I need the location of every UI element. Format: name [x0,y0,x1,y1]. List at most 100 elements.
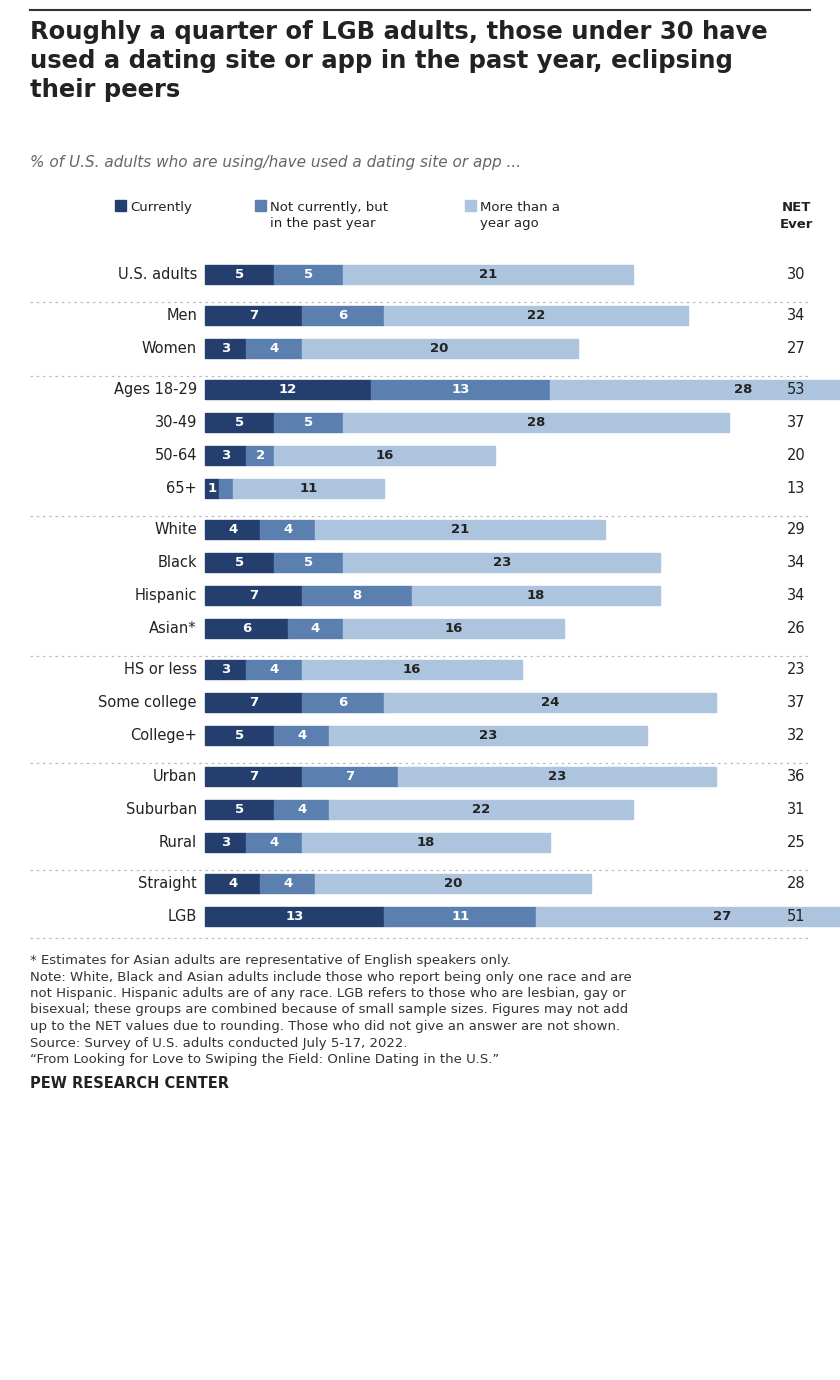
Text: 37: 37 [787,415,806,431]
Text: 20: 20 [430,342,449,355]
Text: 1: 1 [207,482,217,495]
Text: 3: 3 [221,448,230,462]
Bar [205,800,274,818]
Text: 22: 22 [472,803,490,816]
Bar [274,413,343,432]
Bar [385,693,716,712]
Bar [246,834,302,851]
Text: 6: 6 [339,309,348,322]
Text: 4: 4 [297,729,307,742]
Bar [205,413,274,432]
Text: 3: 3 [221,836,230,849]
Text: 16: 16 [444,622,463,635]
Text: More than a
year ago: More than a year ago [480,201,560,230]
Text: College+: College+ [130,729,197,742]
Text: 23: 23 [548,770,566,782]
Text: Hispanic: Hispanic [134,588,197,603]
Text: 18: 18 [527,589,545,602]
Text: HS or less: HS or less [123,662,197,678]
Text: Not currently, but
in the past year: Not currently, but in the past year [270,201,388,230]
Bar [205,265,274,284]
Text: 7: 7 [345,770,354,782]
Text: 16: 16 [403,662,421,676]
Text: 5: 5 [235,415,244,429]
Bar [302,586,412,604]
Text: 11: 11 [451,909,470,923]
Text: * Estimates for Asian adults are representative of English speakers only.: * Estimates for Asian adults are represe… [30,954,511,967]
Text: Currently: Currently [130,201,192,214]
Text: bisexual; these groups are combined because of small sample sizes. Figures may n: bisexual; these groups are combined beca… [30,1003,628,1017]
Bar [302,306,385,326]
Bar [205,767,302,787]
Bar [329,800,633,818]
Text: 34: 34 [787,555,806,570]
Text: Urban: Urban [153,769,197,784]
Text: 32: 32 [787,729,806,742]
Text: 13: 13 [286,909,304,923]
Bar [465,200,476,211]
Text: 21: 21 [451,523,470,535]
Bar [205,553,274,571]
Text: 30: 30 [787,266,806,282]
Text: 5: 5 [235,268,244,282]
Text: LGB: LGB [168,909,197,925]
Text: 65+: 65+ [166,482,197,495]
Bar [302,834,550,851]
Bar [115,200,126,211]
Text: 4: 4 [228,523,237,535]
Text: 13: 13 [787,482,806,495]
Bar [205,620,288,638]
Text: 3: 3 [221,342,230,355]
Text: 34: 34 [787,308,806,323]
Text: 36: 36 [787,769,806,784]
Text: 29: 29 [787,522,806,537]
Bar [205,380,370,399]
Text: Source: Survey of U.S. adults conducted July 5-17, 2022.: Source: Survey of U.S. adults conducted … [30,1036,407,1050]
Bar [205,446,246,465]
Text: 12: 12 [279,384,297,396]
Text: NET
Ever: NET Ever [780,201,812,230]
Text: Roughly a quarter of LGB adults, those under 30 have
used a dating site or app i: Roughly a quarter of LGB adults, those u… [30,19,768,102]
Text: 5: 5 [235,729,244,742]
Bar [329,726,647,745]
Bar [274,553,343,571]
Text: 23: 23 [787,662,806,678]
Text: 13: 13 [451,384,470,396]
Text: Asian*: Asian* [150,621,197,636]
Bar [343,620,564,638]
Bar [246,660,302,679]
Text: Ages 18-29: Ages 18-29 [114,382,197,397]
Text: 31: 31 [787,802,806,817]
Bar [274,446,495,465]
Bar [260,874,315,893]
Text: 4: 4 [283,523,292,535]
Bar [385,907,536,926]
Text: 30-49: 30-49 [155,415,197,431]
Bar [302,339,578,357]
Text: U.S. adults: U.S. adults [118,266,197,282]
Bar [218,479,233,498]
Bar [255,200,266,211]
Text: 4: 4 [283,878,292,890]
Bar [205,479,218,498]
Text: 20: 20 [786,448,806,464]
Text: 53: 53 [787,382,806,397]
Text: 7: 7 [249,589,258,602]
Text: 7: 7 [249,309,258,322]
Bar [205,874,260,893]
Bar [412,586,660,604]
Text: Note: White, Black and Asian adults include those who report being only one race: Note: White, Black and Asian adults incl… [30,970,632,984]
Bar [274,726,329,745]
Text: 4: 4 [270,342,279,355]
Text: “From Looking for Love to Swiping the Field: Online Dating in the U.S.”: “From Looking for Love to Swiping the Fi… [30,1053,499,1065]
Text: 6: 6 [339,696,348,709]
Text: 2: 2 [255,448,265,462]
Text: % of U.S. adults who are using/have used a dating site or app ...: % of U.S. adults who are using/have used… [30,155,521,170]
Text: 4: 4 [270,836,279,849]
Text: 21: 21 [479,268,497,282]
Text: 18: 18 [417,836,435,849]
Text: Rural: Rural [159,835,197,850]
Bar [205,660,246,679]
Text: Black: Black [157,555,197,570]
Text: Suburban: Suburban [126,802,197,817]
